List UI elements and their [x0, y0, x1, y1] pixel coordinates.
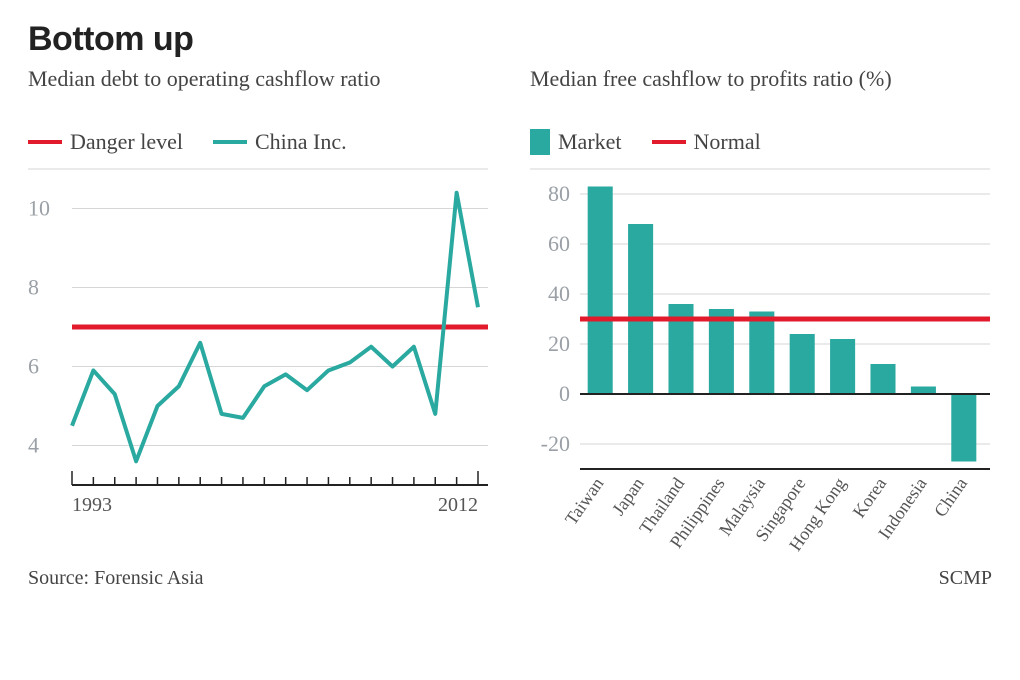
- svg-text:80: 80: [548, 181, 570, 206]
- left-chart: Median debt to operating cashflow ratio …: [28, 63, 490, 525]
- svg-text:China: China: [930, 474, 971, 521]
- legend-danger-level: Danger level: [28, 129, 183, 155]
- svg-text:1993: 1993: [72, 494, 112, 516]
- line-swatch-icon: [652, 140, 686, 144]
- left-chart-legend: Danger level China Inc.: [28, 129, 490, 155]
- page-title: Bottom up: [28, 20, 992, 59]
- legend-label: Normal: [694, 129, 761, 155]
- svg-text:60: 60: [548, 231, 570, 256]
- left-chart-subtitle: Median debt to operating cashflow ratio: [28, 65, 490, 121]
- svg-text:40: 40: [548, 281, 570, 306]
- line-swatch-icon: [213, 140, 247, 144]
- legend-china-inc: China Inc.: [213, 129, 347, 155]
- left-chart-area: 4 6 8 10 1993 2012: [28, 165, 490, 525]
- right-chart: Median free cashflow to profits ratio (%…: [530, 63, 992, 525]
- legend-label: Market: [558, 129, 622, 155]
- left-chart-svg: 4 6 8 10 1993 2012: [28, 165, 488, 525]
- box-swatch-icon: [530, 129, 550, 155]
- right-chart-subtitle: Median free cashflow to profits ratio (%…: [530, 65, 992, 121]
- right-chart-svg: -20020406080TaiwanJapanThailandPhilippin…: [530, 165, 990, 565]
- svg-text:0: 0: [559, 381, 570, 406]
- legend-market: Market: [530, 129, 622, 155]
- credit-text: SCMP: [939, 567, 992, 590]
- svg-text:-20: -20: [541, 431, 570, 456]
- svg-text:6: 6: [28, 354, 39, 379]
- right-chart-area: -20020406080TaiwanJapanThailandPhilippin…: [530, 165, 992, 525]
- svg-text:20: 20: [548, 331, 570, 356]
- charts-row: Median debt to operating cashflow ratio …: [28, 63, 992, 525]
- line-swatch-icon: [28, 140, 62, 144]
- svg-text:10: 10: [28, 196, 50, 221]
- svg-text:4: 4: [28, 433, 39, 458]
- legend-normal: Normal: [652, 129, 761, 155]
- svg-text:Taiwan: Taiwan: [561, 474, 608, 529]
- legend-label: Danger level: [70, 129, 183, 155]
- svg-text:8: 8: [28, 275, 39, 300]
- svg-text:Japan: Japan: [608, 474, 648, 519]
- right-chart-legend: Market Normal: [530, 129, 992, 155]
- source-text: Source: Forensic Asia: [28, 567, 204, 590]
- svg-text:Korea: Korea: [849, 474, 891, 522]
- svg-text:2012: 2012: [438, 494, 478, 516]
- legend-label: China Inc.: [255, 129, 347, 155]
- footer: Source: Forensic Asia SCMP: [28, 567, 992, 590]
